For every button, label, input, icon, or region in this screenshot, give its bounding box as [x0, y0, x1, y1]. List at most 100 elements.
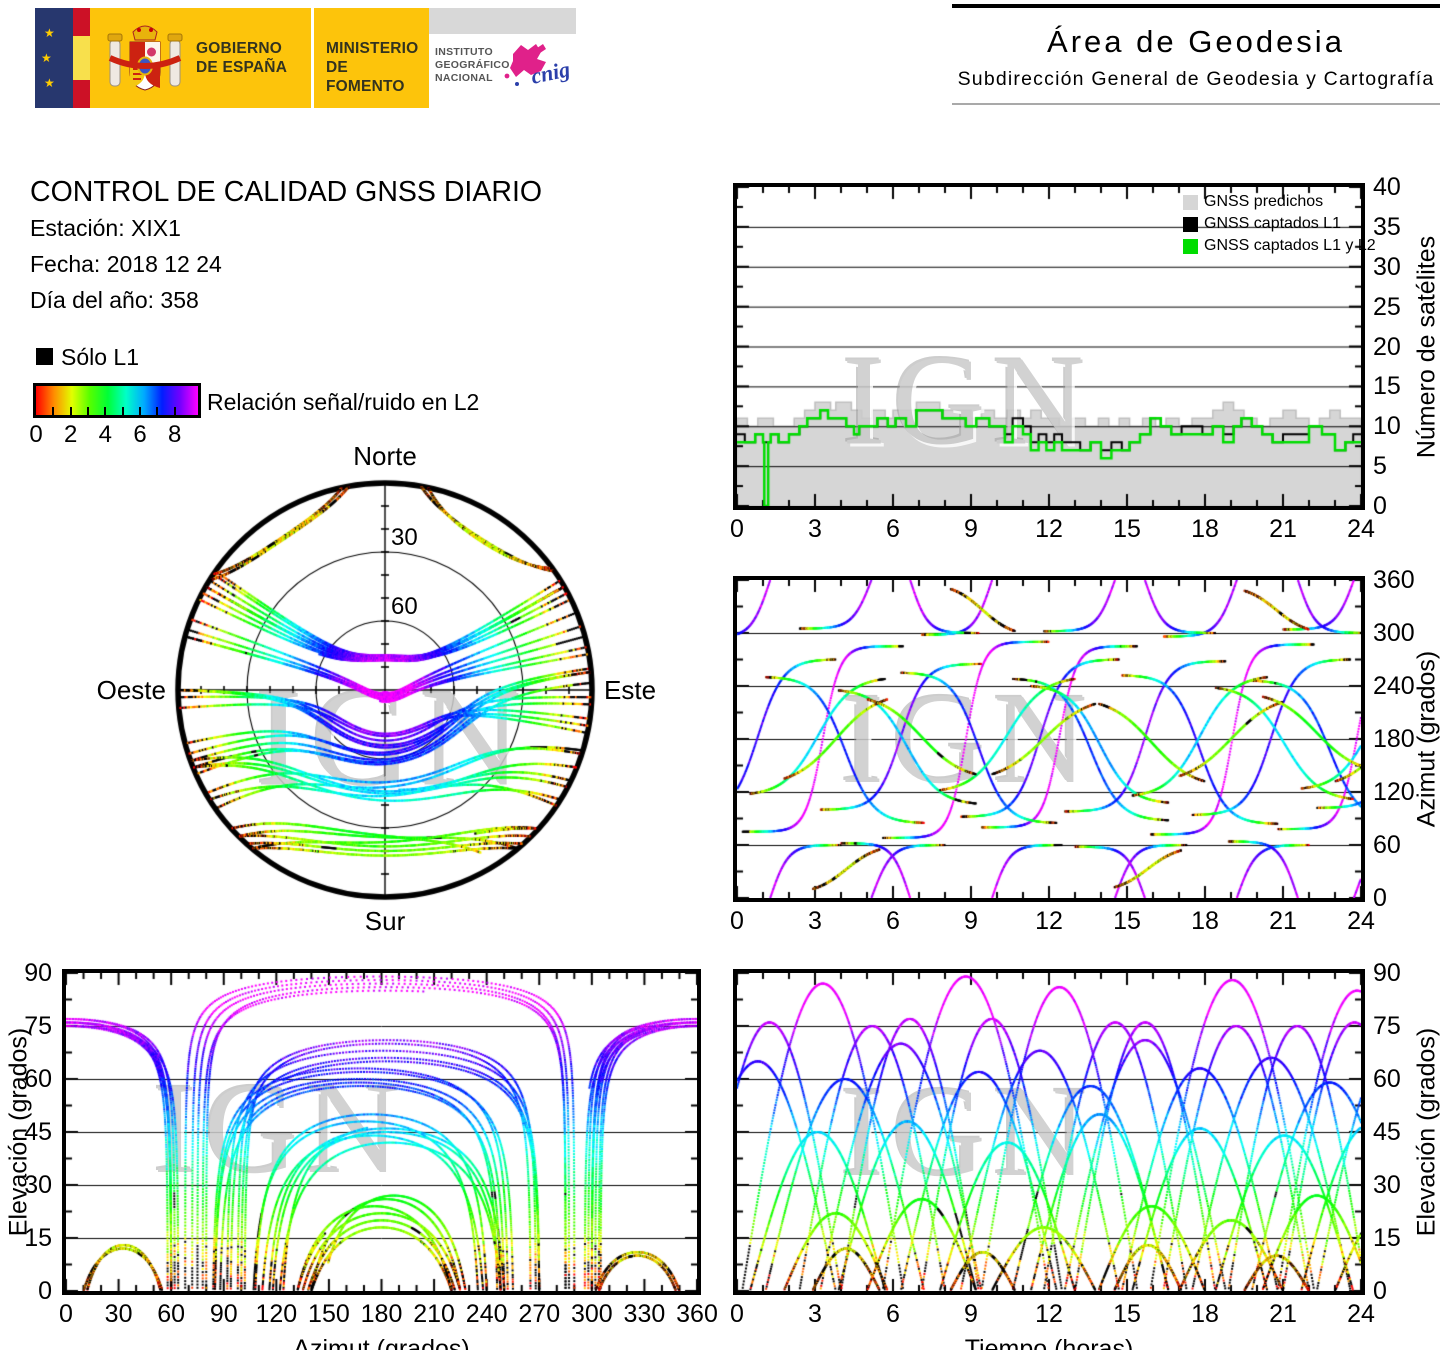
y-tick-label: 45: [24, 1118, 52, 1146]
eu-star-icon: ★: [44, 76, 55, 90]
y-tick-label: 60: [1373, 1065, 1401, 1093]
header-bottom-rule: [952, 103, 1440, 105]
south-label: Sur: [364, 906, 406, 936]
legend-swatch: [1183, 238, 1198, 254]
area-title: Área de Geodesia: [1047, 24, 1345, 59]
x-tick-label: 180: [360, 1300, 403, 1328]
eu-star-icon: ★: [44, 26, 55, 40]
x-tick-label: 18: [1191, 907, 1219, 935]
x-tick-label: 120: [255, 1300, 298, 1328]
y-tick-label: 120: [1373, 778, 1415, 806]
x-tick-label: 24: [1347, 907, 1375, 935]
colorbar-tick-label: 4: [98, 421, 113, 448]
legend-label: GNSS predichos: [1204, 193, 1324, 210]
y-tick-label: 60: [1373, 831, 1401, 859]
y-tick-label: 45: [1373, 1118, 1401, 1146]
x-tick-label: 150: [308, 1300, 350, 1328]
snr-colorbar: [33, 383, 201, 418]
x-tick-label: 9: [964, 1300, 978, 1328]
x-tick-label: 30: [104, 1300, 133, 1328]
ministerio-cell: MINISTERIO DE FOMENTO: [314, 8, 429, 108]
flag-yellow: [73, 36, 90, 80]
y-tick-label: 90: [1373, 959, 1401, 987]
y-tick-label: 30: [1373, 252, 1401, 281]
solo-l1-legend: Sólo L1: [36, 344, 139, 371]
y-axis-title: Azimut (grados): [1412, 650, 1441, 828]
y-tick-label: 15: [1373, 1224, 1401, 1252]
x-tick-label: 21: [1269, 515, 1297, 543]
x-tick-label: 15: [1113, 515, 1141, 543]
y-tick-label: 15: [1373, 372, 1401, 401]
x-tick-label: 330: [623, 1300, 666, 1328]
skyplot: IGN: [172, 477, 598, 903]
colorbar-tick-mark: [87, 407, 89, 415]
y-tick-label: 75: [1373, 1012, 1401, 1040]
y-tick-label: 35: [1373, 212, 1401, 241]
x-tick-label: 24: [1347, 515, 1375, 543]
doy-line: Día del año: 358: [30, 287, 199, 313]
cnig-logo-icon: [504, 44, 546, 86]
spain-flag-strip: [73, 8, 90, 108]
ign-gray-strip: [429, 8, 576, 34]
chart-elev_time: IGN: [733, 969, 1365, 1295]
x-tick-label: 12: [1035, 907, 1063, 935]
y-tick-label: 40: [1373, 173, 1401, 201]
x-tick-label: 24: [1347, 1300, 1375, 1328]
y-axis-title: Elevación (grados): [1412, 1027, 1441, 1237]
header-top-rule: [952, 4, 1440, 8]
y-tick-label: 30: [24, 1171, 52, 1199]
y-tick-label: 360: [1373, 566, 1415, 594]
x-tick-label: 6: [886, 1300, 900, 1328]
page-title: CONTROL DE CALIDAD GNSS DIARIO: [30, 176, 543, 208]
chart-data-canvas: [66, 973, 697, 1291]
legend-label: GNSS captados L1 y L2: [1204, 237, 1376, 254]
x-tick-label: 0: [730, 907, 744, 935]
east-label: Este: [604, 675, 657, 705]
y-tick-label: 90: [24, 959, 52, 987]
x-tick-label: 12: [1035, 1300, 1063, 1328]
instituto-label: INSTITUTO GEOGRÁFICO NACIONAL: [435, 46, 510, 84]
colorbar-tick-mark: [104, 407, 107, 415]
y-axis-title: Número de satélites: [1412, 235, 1441, 458]
y-tick-label: 25: [1373, 292, 1401, 321]
legend-item: GNSS captados L1: [1183, 215, 1341, 233]
x-tick-label: 15: [1113, 907, 1141, 935]
x-tick-label: 3: [808, 1300, 822, 1328]
eu-star-icon: ★: [41, 51, 52, 65]
x-tick-label: 9: [964, 515, 978, 543]
x-tick-label: 90: [209, 1300, 238, 1328]
chart-azimuth_time: IGN: [733, 576, 1365, 902]
legend-item: GNSS captados L1 y L2: [1183, 237, 1376, 255]
gobierno-cell: GOBIERNO DE ESPAÑA: [90, 8, 311, 108]
x-axis-title: Tiempo (horas): [964, 1335, 1134, 1350]
x-tick-label: 300: [570, 1300, 613, 1328]
y-tick-label: 0: [1373, 492, 1387, 520]
x-tick-label: 6: [886, 515, 900, 543]
colorbar-tick-mark: [52, 407, 55, 415]
solo-l1-label: Sólo L1: [61, 344, 140, 370]
colorbar-label: Relación señal/ruido en L2: [207, 389, 480, 415]
colorbar-tick-label: 0: [29, 421, 43, 448]
legend-item: GNSS predichos: [1183, 193, 1323, 211]
x-tick-label: 0: [730, 515, 744, 543]
y-tick-label: 0: [38, 1277, 52, 1305]
x-tick-label: 12: [1035, 515, 1063, 543]
y-tick-label: 30: [1373, 1171, 1401, 1199]
x-tick-label: 9: [964, 907, 978, 935]
west-label: Oeste: [96, 675, 166, 705]
legend-swatch: [1183, 216, 1198, 232]
x-tick-label: 21: [1269, 907, 1297, 935]
x-tick-label: 360: [676, 1300, 718, 1328]
y-tick-label: 0: [1373, 884, 1387, 912]
x-axis-title: Azimut (grados): [293, 1335, 470, 1350]
chart-elev_azimuth: IGN: [62, 969, 701, 1295]
y-tick-label: 240: [1373, 672, 1415, 700]
legend-label: GNSS captados L1: [1204, 215, 1341, 232]
x-tick-label: 210: [413, 1300, 455, 1328]
y-tick-label: 20: [1373, 332, 1401, 361]
colorbar-tick-label: 2: [63, 421, 78, 448]
x-tick-label: 15: [1113, 1300, 1141, 1328]
y-tick-label: 5: [1373, 452, 1387, 481]
north-label: Norte: [353, 441, 417, 471]
